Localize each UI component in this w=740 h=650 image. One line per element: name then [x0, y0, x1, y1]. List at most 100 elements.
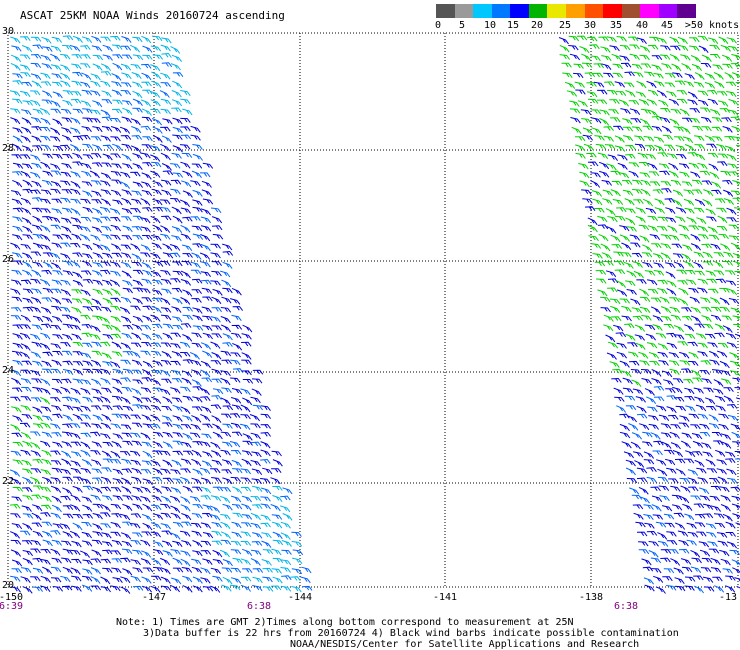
wind-barb	[613, 251, 624, 257]
wind-barb	[12, 216, 23, 223]
wind-barb	[22, 495, 33, 501]
wind-barb	[619, 234, 630, 242]
wind-barb	[50, 224, 62, 230]
wind-barb	[688, 225, 699, 231]
wind-barb	[12, 171, 23, 176]
wind-barb	[211, 225, 223, 231]
wind-barb	[731, 495, 740, 501]
wind-barb	[20, 154, 31, 160]
wind-barb	[142, 45, 153, 53]
wind-barb	[280, 505, 291, 513]
wind-barb	[694, 144, 705, 150]
wind-barb	[653, 385, 665, 391]
wind-barb	[42, 216, 53, 221]
wind-barb	[151, 71, 162, 80]
wind-barb	[171, 226, 183, 233]
wind-barb	[723, 387, 734, 392]
wind-barb	[633, 270, 644, 279]
wind-barb	[735, 397, 740, 400]
wind-barb	[191, 522, 202, 529]
wind-barb	[647, 406, 658, 413]
wind-barb	[182, 432, 193, 441]
wind-barb	[160, 567, 171, 575]
wind-barb	[689, 108, 700, 114]
wind-barb	[597, 215, 608, 223]
wind-barb	[49, 216, 61, 223]
wind-barb	[32, 414, 43, 422]
wind-barb	[10, 549, 21, 557]
wind-barb	[20, 449, 31, 456]
wind-barb	[41, 297, 53, 303]
wind-barb	[70, 260, 81, 268]
wind-barb	[723, 198, 734, 205]
wind-barb	[140, 217, 151, 224]
wind-barb	[170, 487, 182, 494]
wind-barb	[61, 108, 72, 115]
wind-barb	[707, 226, 718, 234]
wind-barb	[701, 557, 713, 563]
wind-barb	[151, 396, 162, 404]
wind-barb	[615, 91, 627, 96]
wind-barb	[111, 540, 123, 546]
wind-barb	[633, 199, 644, 204]
wind-barb	[656, 405, 667, 412]
wind-barb	[675, 216, 686, 223]
wind-barb	[701, 315, 712, 322]
wind-barb	[722, 261, 733, 266]
wind-barb	[665, 73, 676, 79]
wind-barb	[575, 152, 586, 159]
wind-barb	[716, 143, 727, 151]
wind-barb	[712, 64, 723, 70]
wind-barb	[594, 207, 605, 213]
wind-barb	[100, 109, 111, 117]
wind-barb	[680, 558, 692, 565]
wind-barb	[80, 441, 91, 450]
wind-barb	[42, 170, 53, 177]
wind-barb	[152, 279, 163, 286]
wind-barb	[141, 81, 152, 87]
wind-barb	[11, 198, 23, 206]
wind-barb	[172, 521, 184, 528]
wind-barb	[100, 71, 112, 76]
note-line-3: NOAA/NESDIS/Center for Satellite Applica…	[290, 639, 640, 650]
wind-barb	[732, 252, 740, 259]
wind-barb	[301, 566, 312, 574]
wind-barb	[180, 476, 191, 484]
wind-barb	[100, 80, 111, 88]
wind-barb	[141, 531, 152, 537]
wind-barb	[52, 315, 63, 323]
wind-barb	[726, 37, 737, 44]
wind-barb	[606, 352, 617, 360]
wind-barb	[191, 289, 202, 294]
wind-barb	[272, 557, 284, 563]
wind-barb	[81, 521, 92, 527]
wind-barb	[662, 576, 673, 582]
wind-barb	[663, 568, 675, 574]
wind-barb	[699, 549, 711, 557]
wind-barb	[172, 172, 184, 178]
wind-barb	[92, 162, 103, 168]
wind-barb	[622, 387, 634, 394]
wind-barb	[30, 468, 42, 474]
wind-barb	[261, 487, 272, 495]
wind-barb	[100, 36, 111, 42]
wind-barb	[659, 495, 670, 502]
wind-barb	[651, 115, 663, 121]
wind-barb	[705, 333, 716, 339]
wind-barb	[179, 144, 191, 150]
wind-barb	[160, 523, 171, 530]
wind-barb	[603, 72, 614, 78]
wind-barb	[12, 127, 23, 134]
lat-label-30: 30	[2, 26, 15, 37]
wind-barb	[735, 522, 740, 526]
wind-barb	[647, 289, 659, 295]
wind-barb	[160, 360, 172, 366]
wind-barb	[587, 224, 598, 233]
wind-barb	[230, 541, 242, 547]
wind-barb	[672, 450, 683, 458]
wind-barb	[12, 234, 23, 241]
wind-barb	[620, 108, 631, 115]
color-swatch	[621, 4, 641, 18]
wind-barb	[711, 189, 722, 195]
wind-barb	[121, 548, 133, 555]
